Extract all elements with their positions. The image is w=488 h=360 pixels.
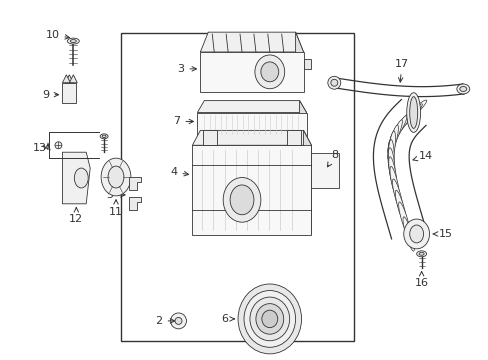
Ellipse shape xyxy=(102,135,106,138)
Ellipse shape xyxy=(392,108,417,134)
Ellipse shape xyxy=(402,217,414,251)
Ellipse shape xyxy=(238,284,301,354)
Polygon shape xyxy=(197,100,306,113)
Ellipse shape xyxy=(175,318,182,324)
Text: 17: 17 xyxy=(394,59,408,82)
Text: 4: 4 xyxy=(170,167,188,177)
Ellipse shape xyxy=(409,96,417,129)
Ellipse shape xyxy=(409,225,423,243)
Ellipse shape xyxy=(254,55,284,89)
Ellipse shape xyxy=(249,297,289,341)
Ellipse shape xyxy=(403,219,428,249)
Bar xyxy=(303,59,311,69)
Polygon shape xyxy=(200,52,303,92)
Ellipse shape xyxy=(387,125,398,159)
Polygon shape xyxy=(299,100,306,136)
Bar xyxy=(121,33,353,341)
Polygon shape xyxy=(65,75,73,83)
Text: 3: 3 xyxy=(177,64,196,74)
Text: 10: 10 xyxy=(45,30,69,40)
Bar xyxy=(311,153,339,188)
Text: 15: 15 xyxy=(432,229,451,239)
Bar xyxy=(286,130,300,145)
Ellipse shape xyxy=(387,120,402,153)
Ellipse shape xyxy=(327,76,340,89)
Ellipse shape xyxy=(416,251,426,257)
Polygon shape xyxy=(129,197,141,210)
Ellipse shape xyxy=(170,313,186,329)
Ellipse shape xyxy=(262,310,277,328)
Ellipse shape xyxy=(459,86,466,91)
Bar xyxy=(62,83,76,103)
Polygon shape xyxy=(62,152,90,204)
Ellipse shape xyxy=(330,79,337,86)
Polygon shape xyxy=(200,32,303,52)
Ellipse shape xyxy=(70,40,76,42)
Ellipse shape xyxy=(223,177,260,222)
Ellipse shape xyxy=(456,84,469,94)
Ellipse shape xyxy=(389,166,399,201)
Text: 16: 16 xyxy=(414,271,428,288)
Ellipse shape xyxy=(108,166,123,188)
Ellipse shape xyxy=(230,185,253,215)
Text: 5: 5 xyxy=(106,190,125,200)
Text: 6: 6 xyxy=(221,314,234,324)
Bar xyxy=(192,145,311,235)
Ellipse shape xyxy=(55,142,62,149)
Bar xyxy=(203,130,217,145)
Ellipse shape xyxy=(67,38,79,44)
Ellipse shape xyxy=(387,140,393,175)
Ellipse shape xyxy=(387,116,406,147)
Text: 11: 11 xyxy=(109,200,123,217)
Ellipse shape xyxy=(387,131,395,166)
Ellipse shape xyxy=(244,291,295,347)
Text: 9: 9 xyxy=(42,90,59,100)
Ellipse shape xyxy=(392,179,403,213)
Ellipse shape xyxy=(74,168,88,188)
Text: 2: 2 xyxy=(155,316,174,326)
Polygon shape xyxy=(69,75,77,83)
Ellipse shape xyxy=(396,104,422,129)
Text: 14: 14 xyxy=(412,151,432,161)
Polygon shape xyxy=(62,75,70,83)
Ellipse shape xyxy=(389,111,412,139)
Ellipse shape xyxy=(387,148,394,183)
Text: 12: 12 xyxy=(69,208,83,224)
Ellipse shape xyxy=(388,157,396,192)
Text: 8: 8 xyxy=(327,150,338,167)
Polygon shape xyxy=(192,130,311,145)
Text: 7: 7 xyxy=(173,116,193,126)
Ellipse shape xyxy=(255,303,283,334)
Ellipse shape xyxy=(260,62,278,82)
Ellipse shape xyxy=(394,190,406,225)
Polygon shape xyxy=(129,177,141,190)
Ellipse shape xyxy=(406,93,420,132)
Bar xyxy=(197,113,306,136)
Text: 13: 13 xyxy=(33,143,46,153)
Ellipse shape xyxy=(418,252,423,255)
Ellipse shape xyxy=(100,134,108,139)
Ellipse shape xyxy=(400,100,426,125)
Ellipse shape xyxy=(101,158,131,196)
Ellipse shape xyxy=(398,202,409,236)
Polygon shape xyxy=(303,130,311,235)
Polygon shape xyxy=(295,32,303,92)
Text: 1: 1 xyxy=(110,182,117,192)
